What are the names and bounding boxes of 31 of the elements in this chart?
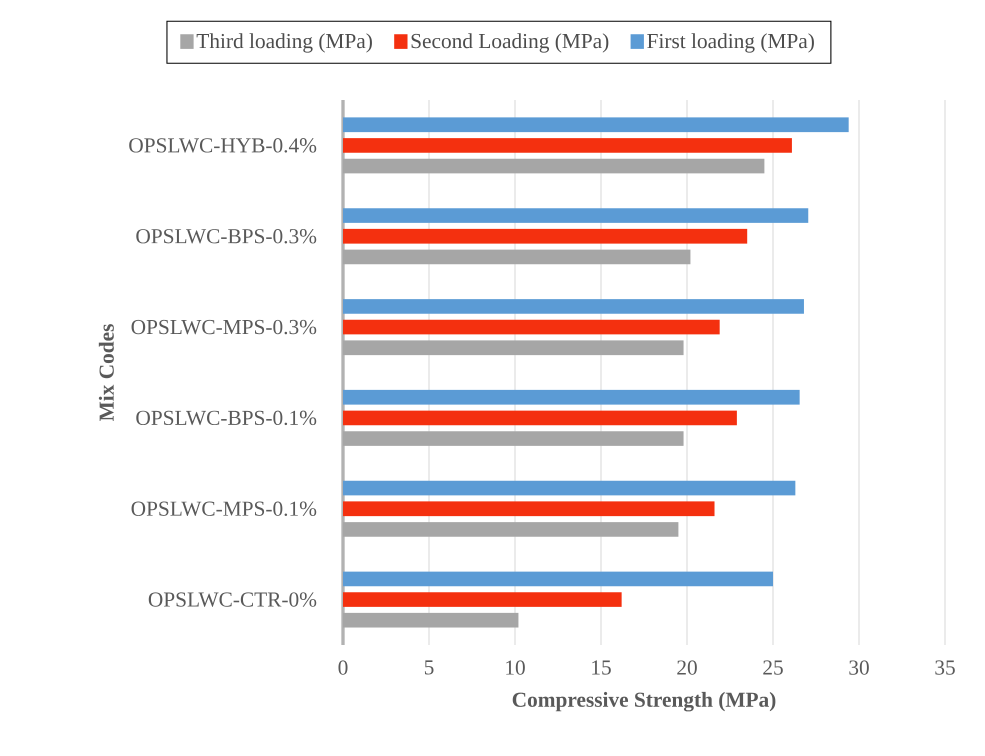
y-tick-label: OPSLWC-MPS-0.1%: [132, 502, 316, 516]
bar: [343, 390, 800, 405]
x-tick-label: 35: [935, 660, 955, 675]
y-tick-label: OPSLWC-BPS-0.1%: [136, 410, 316, 426]
y-tick-label: OPSLWC-MPS-0.3%: [132, 320, 316, 334]
y-tick-label: OPSLWC-HYB-0.4%: [129, 138, 316, 153]
bar: [343, 480, 796, 496]
y-axis-title: Mix Codes: [98, 324, 114, 422]
legend-label: Third loading (MPa): [196, 33, 372, 53]
x-tick-label: 30: [849, 660, 869, 675]
y-tick-label: OPSLWC-CTR-0%: [148, 592, 316, 607]
x-tick-label: 5: [424, 660, 434, 675]
bar: [343, 208, 808, 223]
bar: [343, 410, 737, 426]
x-tick-label: 15: [592, 660, 611, 675]
x-tick-label: 25: [763, 660, 783, 675]
bar: [343, 299, 804, 314]
x-tick-label: 20: [677, 660, 697, 675]
bar: [343, 320, 720, 334]
x-axis-title: Compressive Strength (MPa): [512, 692, 776, 712]
x-tick-label: 0: [338, 660, 348, 675]
bar: [343, 228, 748, 244]
legend-label: First loading (MPa): [647, 33, 814, 53]
bar: [343, 501, 715, 516]
x-tick-label: 10: [506, 660, 525, 675]
legend-label: Second Loading (MPa): [412, 33, 608, 53]
bar: [343, 138, 792, 153]
bar: [343, 572, 773, 586]
bar: [343, 592, 622, 607]
bar: [343, 117, 849, 132]
y-tick-label: OPSLWC-BPS-0.3%: [136, 229, 316, 244]
